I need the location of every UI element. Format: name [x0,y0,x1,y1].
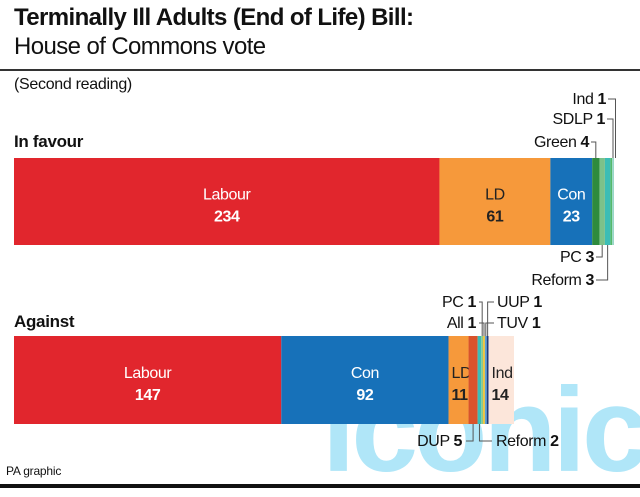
external-label-against-tuv: TUV 1 [497,315,541,332]
chart-note: (Second reading) [14,76,132,93]
footer-credit: PA graphic [6,464,62,478]
external-label-in-favour-green: Green 4 [534,134,590,151]
segment-party-label: LD [452,365,472,382]
bar-segment-against-dup [468,336,478,424]
external-label-against-pc: PC 1 [442,294,476,311]
bar-segment-in-favour-labour [14,158,440,245]
bar-segment-in-favour-con [550,158,593,245]
segment-party-label: Con [557,187,585,204]
segment-value-label: 11 [452,387,469,404]
external-label-in-favour-reform: Reform 3 [531,272,594,289]
bar-segment-in-favour-reform [604,158,611,245]
group-label-in-favour: In favour [14,132,84,151]
segment-value-label: 61 [486,209,503,226]
segment-party-label: Labour [203,187,251,204]
footer-divider [0,484,640,488]
bar-group-in-favour: Labour 234 LD 61 Con 23 Green 4 PC 3 Reform 3 SDL… [14,91,616,289]
leader-line [487,301,494,336]
segment-value-label: 23 [563,209,580,226]
external-label-in-favour-pc: PC 3 [560,249,594,266]
bar-segment-against-labour [14,336,282,424]
bar-segment-against-tuv [484,336,487,424]
external-label-against-dup: DUP 5 [417,433,462,450]
segment-party-label: LD [485,187,505,204]
external-label-against-reform: Reform 2 [496,433,559,450]
chart-title: Terminally Ill Adults (End of Life) Bill… [14,4,414,31]
bar-segment-against-pc [481,336,484,424]
leader-line [478,424,492,442]
header-divider [0,69,640,71]
leader-line [596,245,603,258]
leader-line [607,118,614,158]
bar-segment-in-favour-ind [612,158,614,245]
bar-segment-in-favour-ld [439,158,551,245]
leader-line [608,98,616,158]
leader-line [479,322,485,336]
external-label-in-favour-ind: Ind 1 [572,91,606,108]
chart-subtitle: House of Commons vote [14,33,266,60]
segment-value-label: 14 [492,387,509,404]
bar-segment-against-ind [488,336,514,424]
bar-segment-against-all [483,336,485,424]
external-label-against-uup: UUP 1 [497,294,542,311]
external-label-against-all: All 1 [447,315,477,332]
segment-value-label: 92 [356,387,373,404]
segment-party-label: Con [351,365,379,382]
segment-value-label: 234 [214,209,240,226]
bar-segment-against-uup [486,336,489,424]
bar-segment-against-ld [448,336,469,424]
external-label-in-favour-sdlp: SDLP 1 [553,111,606,128]
bar-segment-in-favour-green [592,158,600,245]
bar-segment-in-favour-sdlp [610,158,613,245]
leader-line [596,245,609,281]
segment-value-label: 147 [135,387,161,404]
leader-line [479,301,483,336]
segment-party-label: Labour [124,365,172,382]
leader-line [591,141,597,158]
leader-line [485,322,494,336]
group-label-against: Against [14,312,75,331]
bar-segment-in-favour-pc [599,158,605,245]
segment-party-label: Ind [492,365,513,382]
bar-segment-against-reform [477,336,482,424]
bar-group-against: Labour 147 Con 92 LD 11 Ind 14 DUP 5 Reform 2 PC 1… [14,294,560,450]
bar-segment-against-con [281,336,449,424]
leader-line [466,424,474,442]
